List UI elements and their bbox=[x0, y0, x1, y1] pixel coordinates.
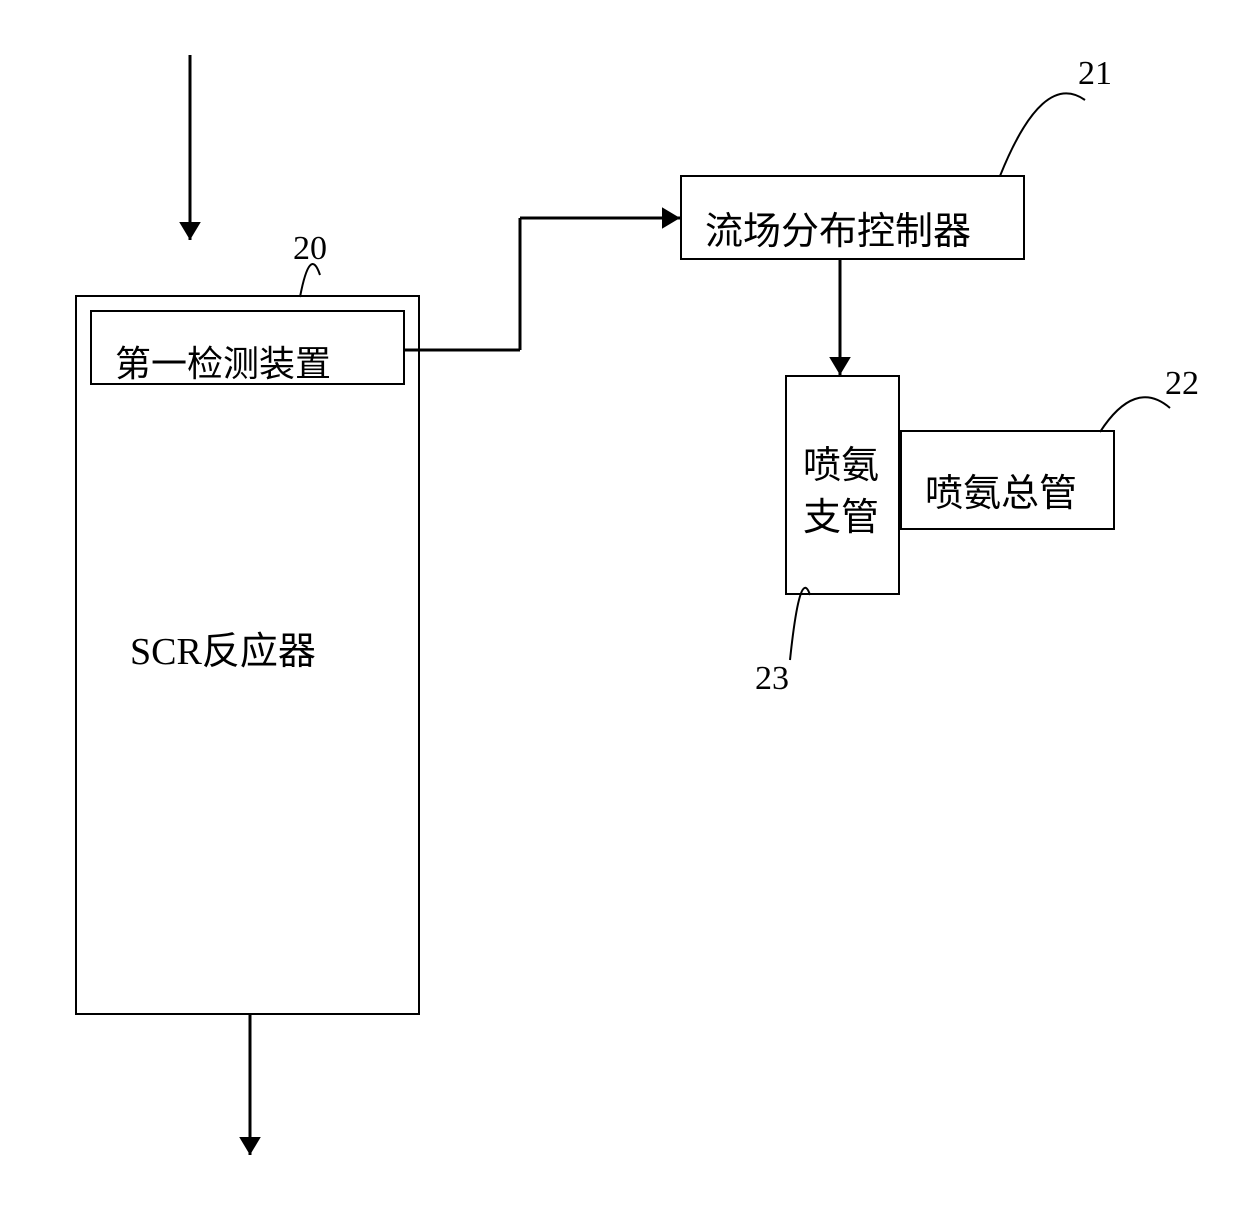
ammonia-branch-pipe-label: 喷氨 支管 bbox=[803, 440, 879, 544]
ref-20: 20 bbox=[293, 230, 327, 268]
diagram-stage: SCR反应器 第一检测装置 流场分布控制器 喷氨总管 喷氨 支管 20 21 2… bbox=[0, 0, 1240, 1210]
ref-21: 21 bbox=[1078, 55, 1112, 93]
ref-22: 22 bbox=[1165, 365, 1199, 403]
ref-23: 23 bbox=[755, 660, 789, 698]
ammonia-main-pipe-label: 喷氨总管 bbox=[925, 462, 1077, 517]
first-detector-label: 第一检测装置 bbox=[115, 335, 331, 387]
scr-reactor-label: SCR反应器 bbox=[130, 620, 316, 675]
flow-controller-label: 流场分布控制器 bbox=[705, 200, 971, 255]
